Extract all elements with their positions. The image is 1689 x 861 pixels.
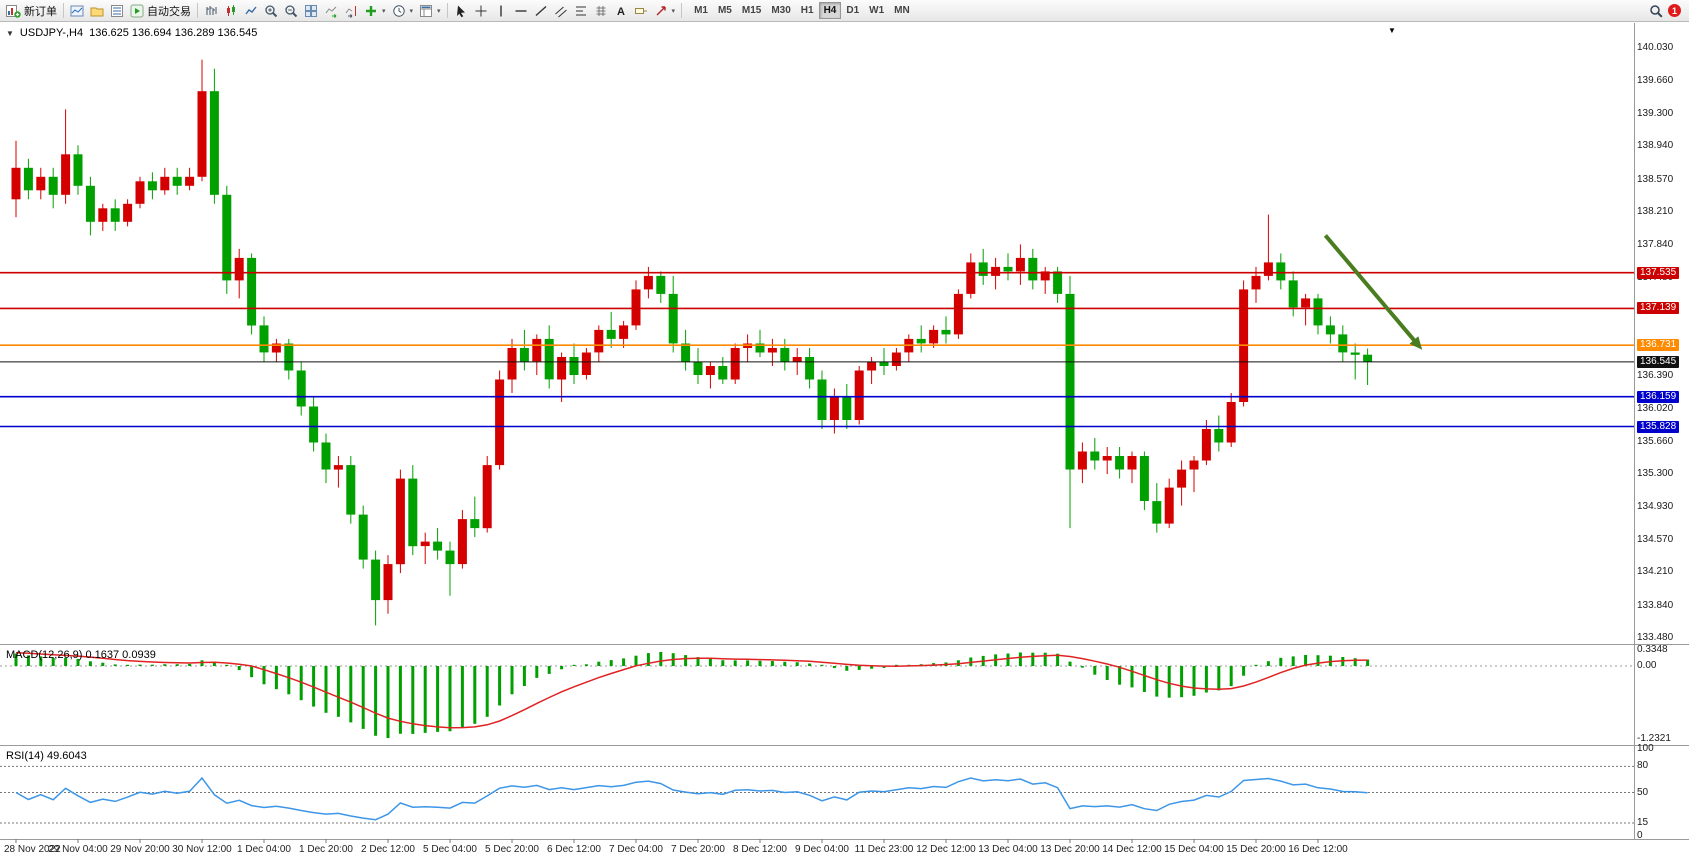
text-tool-icon: A: [617, 6, 625, 18]
rsi-label: RSI(14) 49.6043: [6, 750, 87, 762]
chevron-down-icon: ▾: [671, 7, 676, 15]
timeframe-m30[interactable]: M30: [771, 5, 791, 16]
svg-text:A: A: [617, 6, 625, 18]
add-indicator-icon: [366, 5, 376, 16]
vertical-line-icon: [499, 5, 502, 16]
new-order-button[interactable]: 新订单: [3, 1, 60, 21]
macd-panel: [0, 652, 1634, 738]
notification-badge[interactable]: 1: [1668, 4, 1681, 17]
auto-scroll-icon: [325, 6, 337, 18]
zoom-in-button[interactable]: [261, 1, 281, 21]
candlestick-type-icon: [227, 4, 235, 16]
macd-header: MACD(12,26,9) 0.1637 0.0939: [6, 649, 156, 661]
tile-windows-button[interactable]: [301, 1, 321, 21]
rsi-panel: [0, 765, 1634, 824]
trend-arrow: [1323, 234, 1423, 350]
label-tool-icon: [634, 7, 647, 14]
cursor-tool-button[interactable]: [451, 1, 471, 21]
line-chart-type-button[interactable]: [241, 1, 261, 21]
profiles-icon: [90, 7, 104, 16]
macd-label: MACD(12,26,9) 0.1637 0.0939: [6, 649, 156, 661]
trendline-tool-button[interactable]: [531, 1, 551, 21]
bar-chart-type-button[interactable]: [201, 1, 221, 21]
grid-tool-icon: [596, 5, 606, 16]
chart-ohlc-label: 136.625 136.694 136.289 136.545: [89, 27, 258, 39]
add-indicator-button[interactable]: ▾: [361, 1, 389, 21]
timeframe-w1[interactable]: W1: [869, 5, 885, 16]
trendline-icon: [535, 5, 547, 16]
channel-icon: [554, 6, 567, 17]
market-watch-icon: [111, 4, 123, 17]
new-chart-icon: [70, 5, 84, 16]
new-order-icon: [6, 4, 21, 18]
auto-scroll-button[interactable]: [321, 1, 341, 21]
auto-trading-label: 自动交易: [147, 5, 191, 18]
zoom-in-icon: [265, 4, 278, 17]
cursor-icon: [456, 5, 465, 17]
toolbar-separator: [63, 3, 64, 18]
hlines-layer: [0, 271, 1634, 428]
timeframe-m1[interactable]: M1: [694, 5, 708, 16]
periods-button[interactable]: ▾: [389, 1, 417, 21]
rsi-line: [15, 776, 1368, 821]
chart-shift-button[interactable]: [341, 1, 361, 21]
grid-tool-button[interactable]: [591, 1, 611, 21]
toolbar-separator: [197, 3, 198, 18]
line-chart-type-icon: [245, 6, 257, 14]
zoom-out-button[interactable]: [281, 1, 301, 21]
auto-trading-button[interactable]: 自动交易: [127, 1, 194, 21]
crosshair-icon: [475, 5, 487, 16]
fibonacci-icon: [575, 6, 586, 15]
timeframe-h1[interactable]: H1: [800, 5, 814, 16]
zoom-out-icon: [285, 4, 298, 17]
search-icon: [1650, 4, 1663, 18]
candles-layer: [11, 59, 1373, 626]
toolbar-separator: [681, 3, 683, 18]
timeframe-h4[interactable]: H4: [818, 2, 842, 19]
macd-signal-line: [15, 652, 1368, 729]
vertical-line-tool-button[interactable]: [491, 1, 511, 21]
fibonacci-tool-button[interactable]: [571, 1, 591, 21]
channel-tool-button[interactable]: [551, 1, 571, 21]
arrows-tool-icon: [656, 5, 666, 15]
chevron-down-icon: ▾: [382, 7, 386, 15]
chart-symbol-label: USDJPY-,H4: [19, 27, 84, 39]
timeframe-m15[interactable]: M15: [741, 5, 762, 16]
chart-title: ▼ USDJPY-,H4 136.625 136.694 136.289 136…: [6, 27, 257, 39]
search-button[interactable]: [1646, 1, 1666, 21]
crosshair-tool-button[interactable]: [471, 1, 491, 21]
candlestick-type-button[interactable]: [221, 1, 241, 21]
timeframe-mn[interactable]: MN: [894, 5, 910, 16]
text-tool-button[interactable]: A: [611, 1, 631, 21]
chart-collapse-icon[interactable]: ▼: [6, 28, 14, 38]
market-watch-button[interactable]: [107, 1, 127, 21]
panel-separators: [0, 23, 1689, 843]
templates-button[interactable]: ▾: [416, 1, 444, 21]
horizontal-line-tool-button[interactable]: [511, 1, 531, 21]
profiles-button[interactable]: [87, 1, 107, 21]
chevron-down-icon: ▾: [409, 7, 414, 15]
label-tool-button[interactable]: [631, 1, 651, 21]
new-order-label: 新订单: [24, 5, 57, 18]
tile-windows-icon: [305, 4, 317, 17]
timeframe-m5[interactable]: M5: [717, 5, 732, 16]
timeframe-d1[interactable]: D1: [846, 5, 860, 16]
timeframe-bar: M1 M5 M15 M30 H1 H4 D1 W1 MN: [689, 2, 915, 19]
chart-shift-icon: [345, 5, 356, 18]
clock-icon: [392, 4, 405, 17]
chart-menu-arrow[interactable]: ▼: [1388, 26, 1396, 35]
toolbar: 新订单 自动交易 ▾ ▾ ▾ A ▾ M1 M5 M15 M30 H1 H4 D…: [0, 0, 1689, 22]
horizontal-line-icon: [515, 9, 527, 12]
chevron-down-icon: ▾: [437, 7, 441, 15]
auto-trading-icon: [130, 4, 144, 17]
new-chart-button[interactable]: [67, 1, 87, 21]
toolbar-separator: [446, 3, 448, 18]
bar-chart-type-icon: [206, 5, 217, 15]
rsi-header: RSI(14) 49.6043: [6, 750, 87, 762]
arrows-tool-button[interactable]: ▾: [651, 1, 679, 21]
templates-icon: [420, 4, 433, 17]
